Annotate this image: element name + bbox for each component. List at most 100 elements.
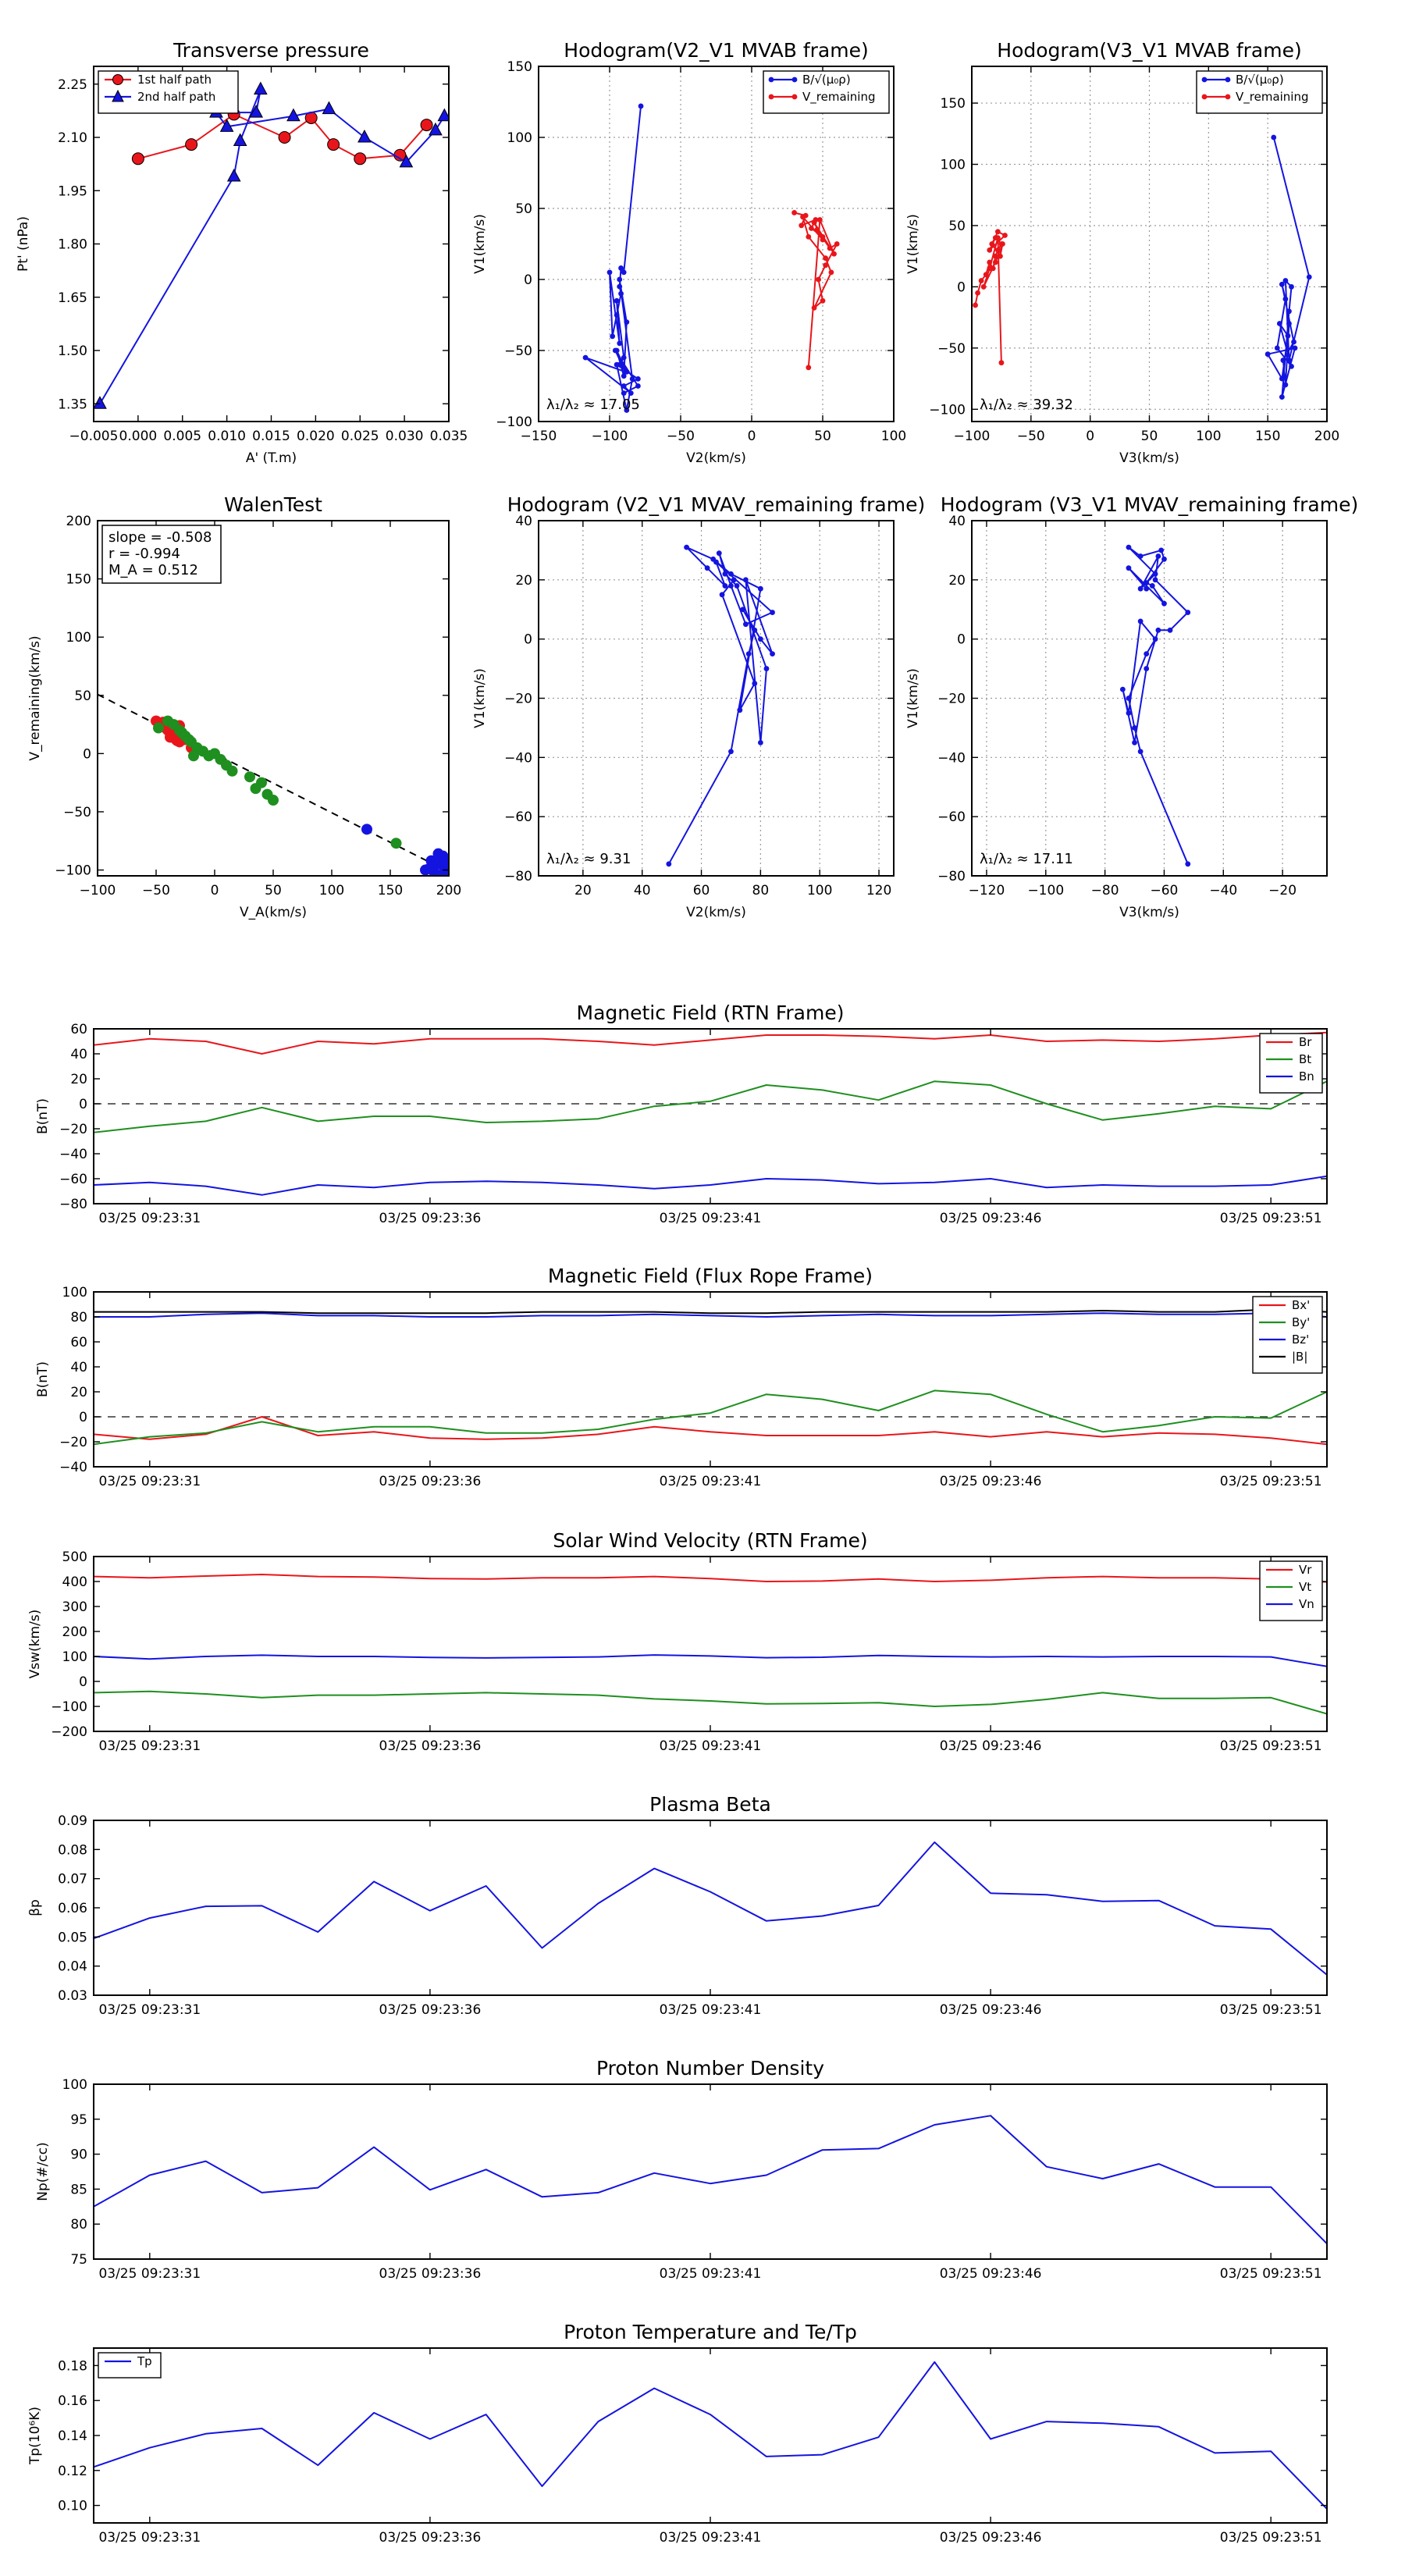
data-point-dot [624,319,630,325]
y-tick-label: 0 [79,1674,87,1690]
x-tick-label: 03/25 09:23:51 [1220,2530,1322,2546]
data-layer [94,1574,1327,1715]
x-tick-label: 20 [574,883,592,898]
series-line-by [94,1389,1327,1446]
data-point-dot [994,229,1001,235]
y-tick-label: 100 [62,2077,87,2093]
x-tick-label: 100 [881,429,906,444]
data-point-dot [978,278,984,283]
x-tick-label: −100 [954,429,991,444]
scatter-point [390,838,402,849]
data-point-triangle [399,154,414,168]
eigen-ratio-annotation: λ₁/λ₂ ≈ 9.31 [546,851,631,867]
x-tick-label: 03/25 09:23:51 [1220,1474,1322,1489]
data-point-dot [743,577,749,583]
chart-np: Proton Number Density 03/25 09:23:31 03/25… [35,2057,1328,2282]
legend-label: Tp [137,2354,152,2368]
scatter-point [432,848,444,859]
chart-hodo2: Hodogram(V3_V1 MVAB frame) −100 −50 0 50 100 1… [905,39,1339,466]
data-point-dot [614,312,620,318]
y-axis-label: B(nT) [35,1098,51,1134]
y-tick-label: 20 [70,1385,87,1400]
data-point-circle [185,138,198,151]
data-point-dot [614,361,620,368]
data-point-dot [710,556,717,562]
data-point-dot [638,103,644,109]
data-point-dot [763,666,770,671]
data-layer [94,1031,1327,1196]
data-point-dot [740,607,746,613]
scatter-point [153,722,164,734]
data-point-dot [1137,585,1144,592]
data-point-triangle [226,168,241,182]
y-tick-label: 20 [948,573,966,589]
data-point-dot [1286,308,1292,315]
legend-marker [1225,76,1231,83]
series-line-vr [94,1574,1327,1583]
legend-label: Bt [1299,1052,1311,1066]
stats-line: M_A = 0.512 [108,562,198,578]
y-tick-label: 0.04 [58,1959,87,1975]
y-tick-label: −20 [59,1122,87,1137]
x-tick-label: 60 [693,883,710,898]
chart-title: Hodogram(V3_V1 MVAB frame) [997,39,1301,62]
data-point-dot [1144,651,1150,657]
data-point-dot [752,627,758,633]
data-point-dot [1289,284,1294,290]
y-tick-label: 0.12 [58,2464,87,2479]
x-tick-label: −150 [521,429,557,444]
x-tick-label: 150 [378,883,403,898]
chart-title: Transverse pressure [173,39,369,62]
y-axis-label: Pt' (nPa) [16,216,31,272]
data-point-dot [606,269,613,276]
scatter-point [256,777,267,788]
legend-label: Vt [1299,1580,1311,1594]
x-tick-label: 03/25 09:23:31 [98,1474,201,1489]
x-tick-label: 03/25 09:23:36 [379,2530,482,2546]
data-point-dot [1126,710,1132,716]
x-tick-label: −100 [592,429,628,444]
stats-line: r = -0.994 [108,546,180,562]
x-tick-label: 03/25 09:23:41 [660,1738,762,1754]
chart-walen: WalenTest −100 −50 0 50 100 150 200 −100 −50 0 50 10… [27,493,461,920]
legend-marker [112,74,123,85]
data-point-dot [992,259,998,265]
data-point-dot [1152,571,1158,577]
y-tick-label: 0 [79,1097,87,1112]
series-line-bz [94,1312,1327,1318]
legend-label: Vr [1299,1563,1312,1577]
y-tick-label: −80 [59,1197,87,1212]
data-point-circle [131,152,144,165]
data-point-dot [1185,861,1191,867]
data-point-dot [1137,749,1144,755]
y-tick-label: 40 [70,1047,87,1062]
data-point-dot [828,269,834,276]
y-tick-label: 2.25 [58,77,87,93]
y-tick-label: −40 [59,1460,87,1475]
data-point-dot [1264,351,1271,358]
chart-tp: Proton Temperature and Te/Tp 03/25 09:23:… [27,2321,1328,2546]
y-tick-label: −60 [937,809,966,825]
data-point-triangle [322,101,336,115]
data-point-dot [1274,345,1280,351]
chart-beta: Plasma Beta 03/25 09:23:31 03/25 09:23:36 0… [27,1793,1328,2018]
legend-marker [1225,94,1231,100]
legend-label: Vn [1299,1597,1314,1611]
data-point-circle [420,119,433,132]
scatter-point [361,824,372,835]
y-tick-label: 0 [957,279,966,295]
x-tick-label: 03/25 09:23:46 [940,1738,1042,1754]
data-point-dot [1155,553,1161,559]
data-point-dot [820,297,826,304]
data-point-dot [1144,666,1150,671]
x-tick-label: 50 [265,883,282,898]
data-point-dot [757,636,763,642]
y-axis-label: Np(#/cc) [35,2142,51,2201]
chart-title: Magnetic Field (Flux Rope Frame) [548,1265,873,1287]
data-point-triangle [254,81,268,95]
legend-label: V_remaining [1236,90,1309,105]
data-point-dot [806,234,812,240]
y-tick-label: 40 [70,1360,87,1375]
y-axis-label: βp [27,1899,43,1916]
eigen-ratio-annotation: λ₁/λ₂ ≈ 39.32 [980,397,1073,413]
